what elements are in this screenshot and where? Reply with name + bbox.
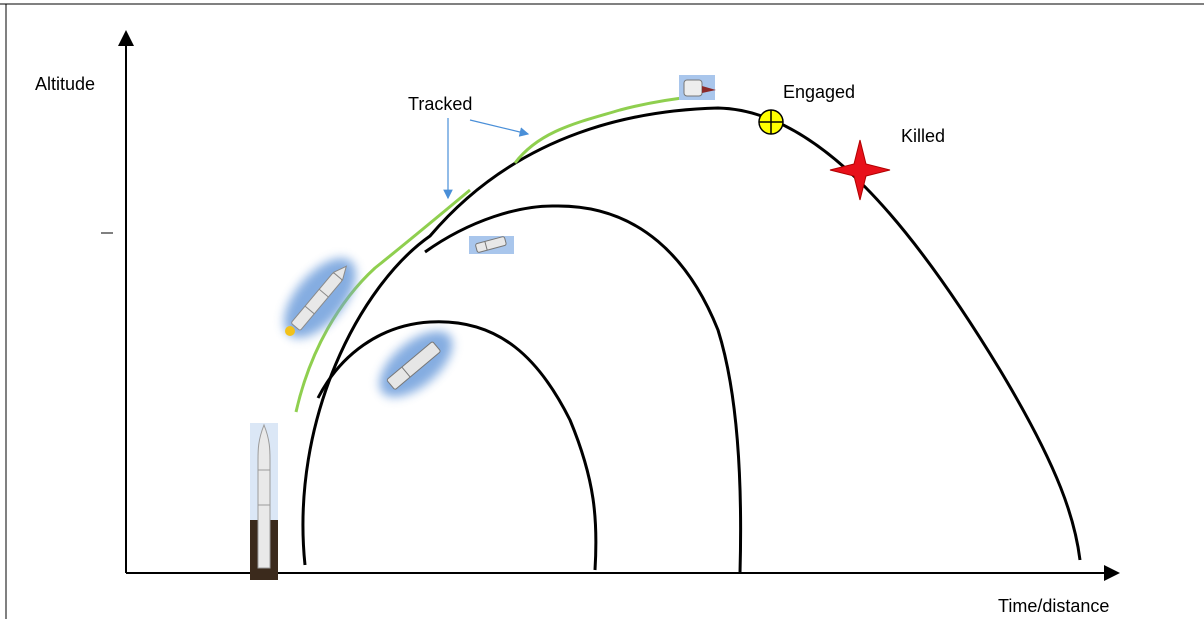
killed-label: Killed <box>901 126 946 146</box>
engaged-label: Engaged <box>783 82 856 102</box>
launch-vehicle-icon <box>250 423 278 580</box>
track-line-midcourse <box>513 94 699 164</box>
trajectory-inner <box>316 320 598 571</box>
tracked-label: Tracked <box>408 94 473 114</box>
trajectory-outer <box>301 106 1082 566</box>
track-line-ascent <box>294 188 471 413</box>
trajectory-middle <box>424 204 743 574</box>
boost-stage-icon <box>284 258 356 338</box>
dropped-stage-icon <box>379 331 453 397</box>
killed-star-icon <box>829 139 891 201</box>
warhead-icon <box>679 75 716 100</box>
y-axis-label: Altitude <box>35 74 96 94</box>
tracked-arrow-right <box>469 119 530 137</box>
small-stage-icon <box>469 236 514 254</box>
x-axis-label: Time/distance <box>998 596 1110 616</box>
engaged-marker-icon <box>758 109 784 135</box>
